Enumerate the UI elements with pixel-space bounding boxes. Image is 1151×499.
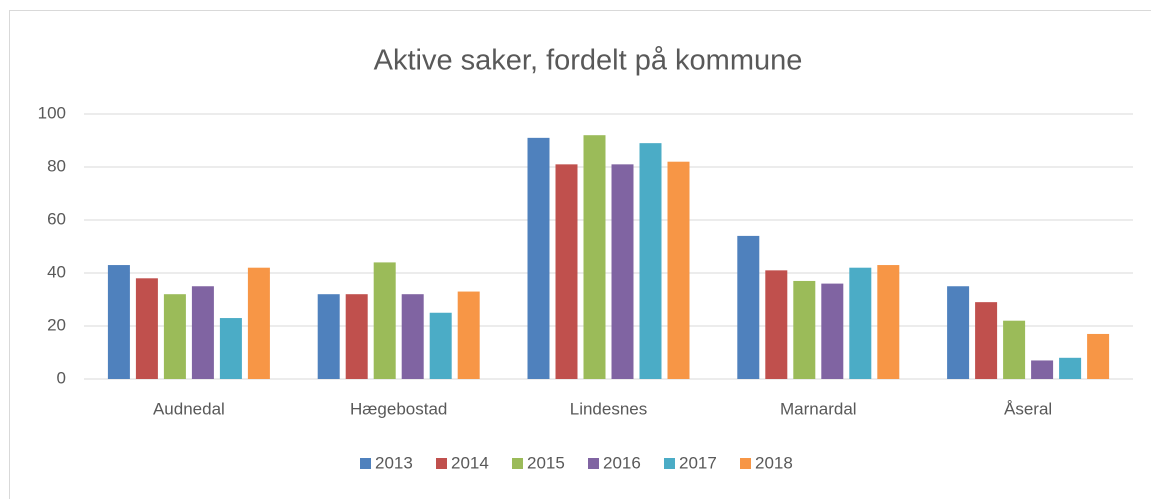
bar xyxy=(877,265,900,379)
y-tick-label: 0 xyxy=(57,368,66,387)
y-tick-label: 80 xyxy=(47,156,66,175)
legend-label: 2016 xyxy=(603,453,641,472)
bar xyxy=(401,294,424,379)
bar xyxy=(163,294,186,379)
bar xyxy=(317,294,340,379)
y-tick-label: 40 xyxy=(47,262,66,281)
legend-label: 2018 xyxy=(755,453,793,472)
bar xyxy=(793,280,816,379)
bar xyxy=(135,278,158,379)
bar xyxy=(527,137,550,379)
legend-label: 2014 xyxy=(451,453,489,472)
bar xyxy=(821,283,844,379)
chart-title: Aktive saker, fordelt på kommune xyxy=(374,45,803,77)
x-tick-label: Audnedal xyxy=(153,399,225,418)
bar xyxy=(191,286,214,379)
x-tick-label: Åseral xyxy=(1004,399,1052,418)
bar xyxy=(667,161,690,379)
bar xyxy=(849,267,872,379)
x-tick-label: Lindesnes xyxy=(570,399,648,418)
bar xyxy=(219,318,242,379)
legend-label: 2015 xyxy=(527,453,565,472)
bar xyxy=(373,262,396,379)
y-tick-label: 100 xyxy=(38,103,66,122)
legend-swatch xyxy=(360,458,371,469)
legend-label: 2013 xyxy=(375,453,413,472)
bar xyxy=(611,164,634,379)
bar xyxy=(345,294,368,379)
legend-swatch xyxy=(512,458,523,469)
legend-swatch xyxy=(588,458,599,469)
y-tick-label: 60 xyxy=(47,209,66,228)
chart-border xyxy=(9,10,1151,499)
bar xyxy=(1031,360,1054,379)
legend-label: 2017 xyxy=(679,453,717,472)
y-tick-label: 20 xyxy=(47,315,66,334)
x-tick-label: Marnardal xyxy=(780,399,857,418)
bar xyxy=(107,265,130,379)
bar xyxy=(555,164,578,379)
bar xyxy=(583,135,606,379)
x-tick-label: Hægebostad xyxy=(350,399,447,418)
legend-swatch xyxy=(436,458,447,469)
bar xyxy=(765,270,788,379)
bar xyxy=(975,302,998,379)
bar xyxy=(457,291,480,379)
bar xyxy=(1003,320,1026,379)
bar xyxy=(1087,333,1110,379)
bar xyxy=(947,286,970,379)
bar xyxy=(639,143,662,379)
bar xyxy=(429,312,452,379)
bar xyxy=(1059,357,1082,379)
bar xyxy=(247,267,270,379)
bar xyxy=(737,235,760,379)
legend-swatch xyxy=(740,458,751,469)
legend-swatch xyxy=(664,458,675,469)
